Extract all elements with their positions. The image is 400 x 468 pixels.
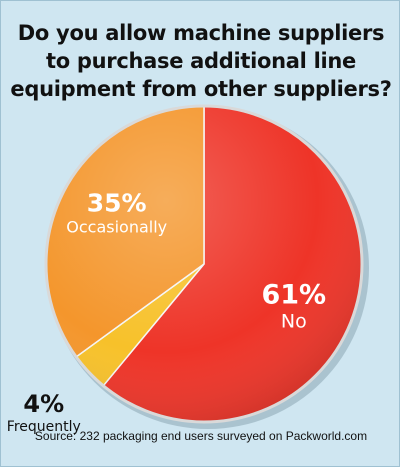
pie-value-label-frequently: 4% — [23, 390, 64, 418]
pie-shine — [46, 106, 362, 422]
pie-value-label-occasionally: 35% — [87, 189, 147, 218]
chart-title: Do you allow machine suppliers to purcha… — [10, 21, 392, 101]
pie-rim — [44, 104, 364, 424]
pie-category-label-no: No — [281, 310, 307, 332]
source-note: Source: 232 packaging end users surveyed… — [34, 429, 368, 443]
pie-category-label-occasionally: Occasionally — [66, 218, 167, 237]
pie-category-label-frequently: Frequently — [7, 419, 81, 435]
pie-value-label-no: 61% — [261, 279, 326, 310]
